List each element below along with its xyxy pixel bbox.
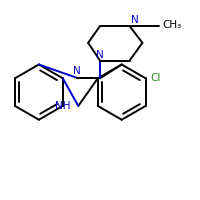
Text: CH₃: CH₃ bbox=[162, 20, 181, 30]
Text: Cl: Cl bbox=[151, 73, 161, 83]
Text: N: N bbox=[131, 15, 138, 25]
Text: NH: NH bbox=[55, 101, 70, 111]
Text: N: N bbox=[73, 66, 81, 76]
Text: N: N bbox=[96, 50, 104, 60]
